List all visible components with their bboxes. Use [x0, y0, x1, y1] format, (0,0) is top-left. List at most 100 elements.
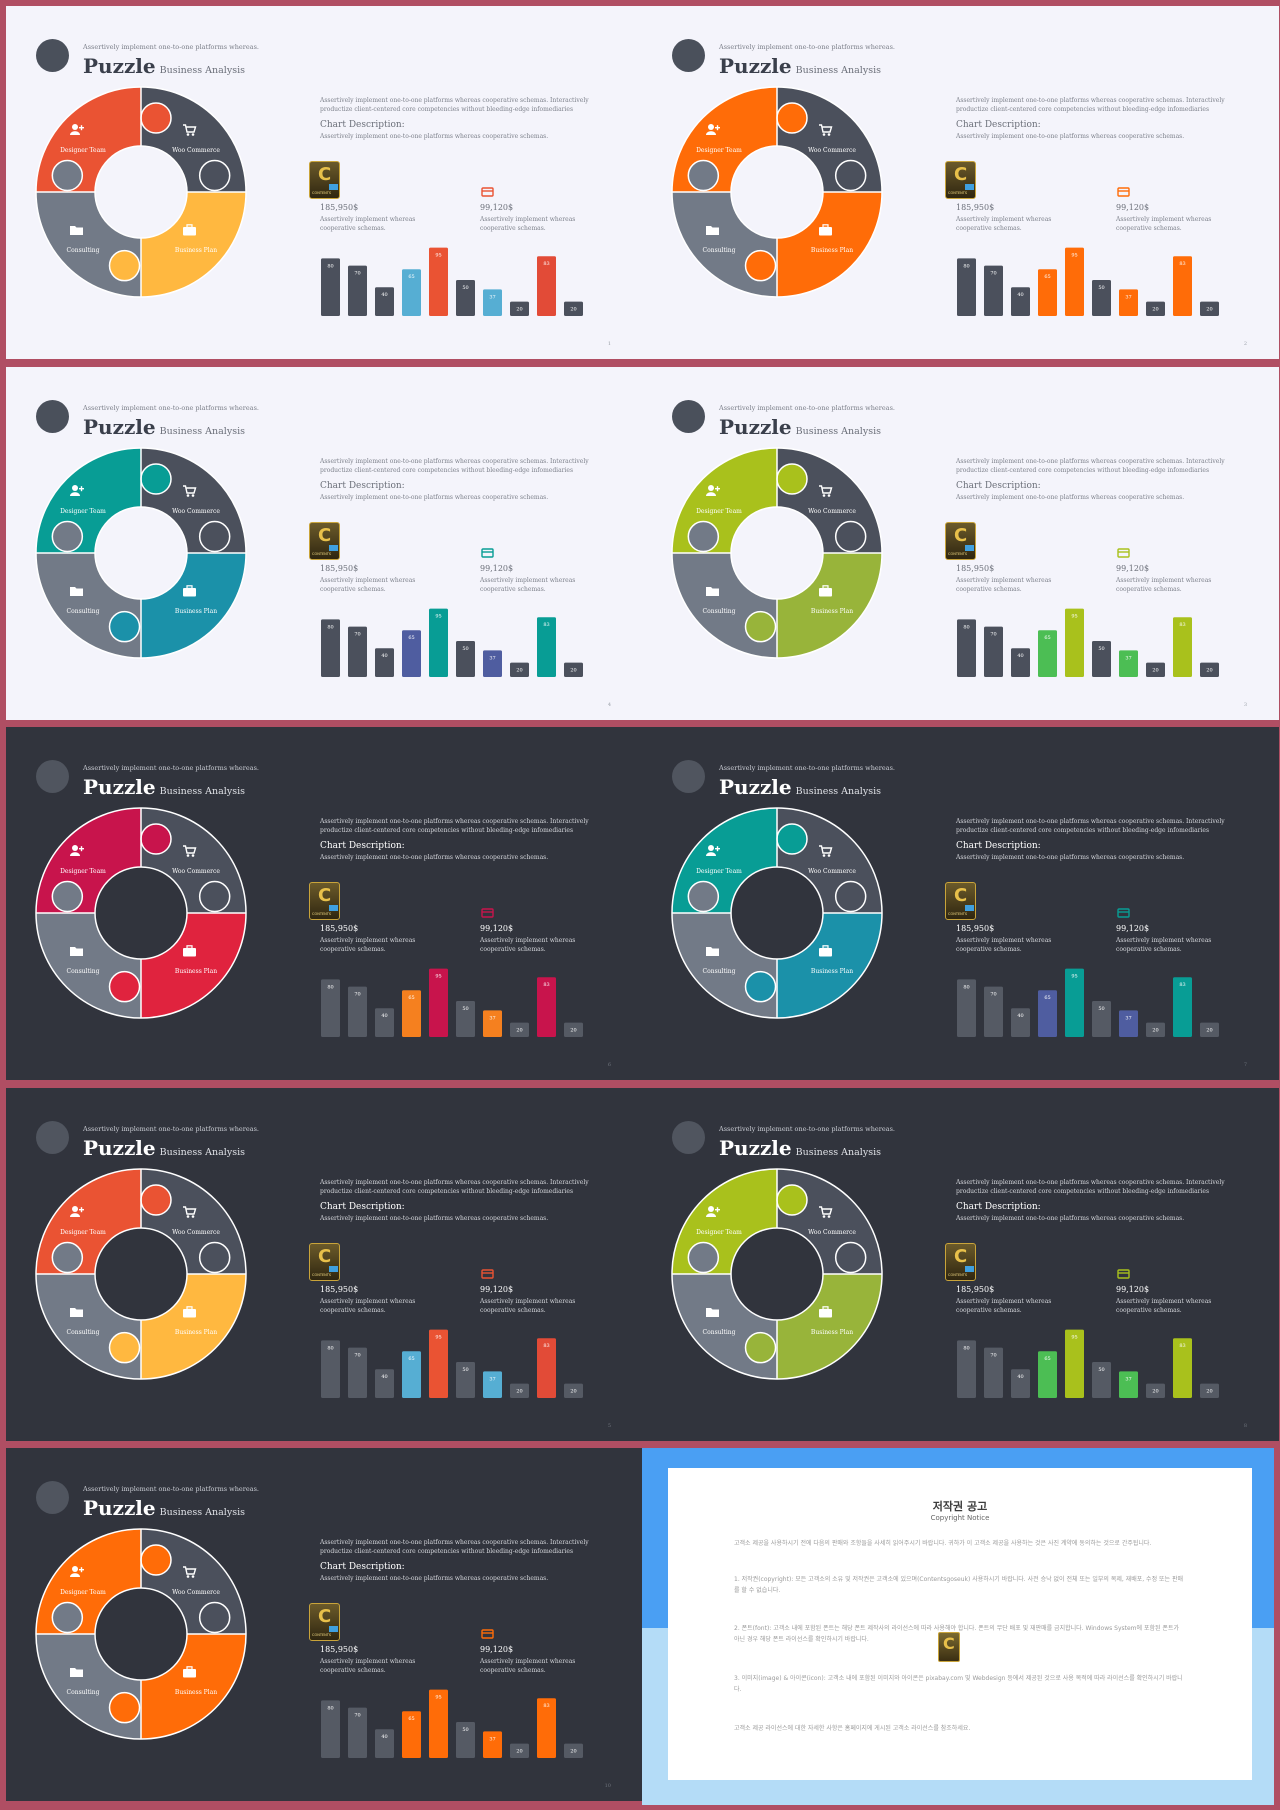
puzzle-donut: Designer Team Woo Commerce Consulting Busin… — [671, 1168, 883, 1380]
cart-icon — [183, 485, 197, 497]
card-icon — [1117, 1269, 1130, 1279]
chart-bar — [537, 256, 556, 316]
donut-outer-ring — [671, 447, 883, 659]
puzzle-tab-left — [687, 159, 720, 192]
chart-description: Assertively implement one-to-one platfor… — [956, 1215, 1185, 1222]
user-plus-icon — [706, 845, 720, 856]
segment-label: Designer Team — [696, 147, 742, 154]
briefcase-icon — [183, 945, 196, 957]
segment-label: Consulting — [703, 247, 736, 254]
slide-description: Assertively implement one-to-one platfor… — [320, 97, 589, 113]
contents-logo: C CONTENTS — [945, 882, 976, 920]
puzzle-slide: Assertively implement one-to-one platfor… — [6, 6, 643, 359]
chart-bar — [348, 986, 367, 1037]
cart-icon — [183, 1566, 197, 1578]
business-plan-segment — [141, 553, 246, 658]
puzzle-tab-right — [198, 520, 231, 553]
bar-value-label: 80 — [327, 1705, 333, 1711]
slide-subtitle: Assertively implement one-to-one platfor… — [83, 764, 259, 772]
bar-value-label: 70 — [354, 271, 360, 277]
stat-description-1: Assertively implement whereas cooperativ… — [320, 577, 416, 593]
bar-value-label: 50 — [1098, 285, 1104, 291]
chart-bar — [1119, 289, 1138, 316]
bar-value-label: 80 — [327, 624, 333, 630]
bar-value-label: 50 — [1098, 646, 1104, 652]
stat-description-2: Assertively implement whereas cooperativ… — [480, 216, 576, 232]
notice-paragraph-font: 2. 폰트(font): 고객소 내에 포함된 폰트는 해당 폰트 제작사의 라… — [734, 1625, 1179, 1643]
chart-bar — [483, 1010, 502, 1037]
title-dot — [672, 39, 705, 72]
chart-bar — [483, 289, 502, 316]
cart-icon — [819, 124, 833, 136]
bar-value-label: 50 — [462, 1727, 468, 1733]
bar-value-label: 37 — [1125, 1015, 1131, 1021]
stat-value-2: 99,120$ — [480, 203, 514, 212]
bar-value-label: 83 — [543, 1343, 549, 1349]
title-dot — [36, 1121, 69, 1154]
title-secondary: Business Analysis — [795, 786, 881, 797]
notice-outro: 고객소 제공 라이선스에 대한 자세한 사항은 홈페이지에 게시된 고객소 라이… — [734, 1725, 971, 1732]
chart-bar — [483, 1731, 502, 1758]
folder-icon — [706, 1308, 719, 1317]
bar-value-label: 20 — [1152, 1389, 1158, 1395]
donut-outer-ring — [671, 86, 883, 298]
segment-label: Business Plan — [811, 1329, 853, 1336]
puzzle-tab-right — [198, 1601, 231, 1634]
bar-value-label: 83 — [1179, 1343, 1185, 1349]
stat-value-2: 99,120$ — [480, 924, 514, 933]
briefcase-icon — [183, 585, 196, 597]
card-icon — [1117, 187, 1130, 197]
title-secondary: Business Analysis — [159, 1147, 245, 1158]
logo-badge — [965, 184, 974, 190]
bar-value-label: 50 — [462, 1367, 468, 1373]
donut-hole — [730, 866, 824, 960]
donut-hole — [94, 1587, 188, 1681]
title-secondary: Business Analysis — [159, 65, 245, 76]
stat-value-1: 185,950$ — [956, 564, 995, 573]
bar-value-label: 70 — [354, 632, 360, 638]
chart-bar — [1038, 990, 1057, 1037]
logo-badge — [965, 1266, 974, 1272]
segment-label: Business Plan — [175, 1689, 217, 1696]
briefcase-icon — [819, 945, 832, 957]
contents-logo: C CONTENTS — [309, 1243, 340, 1281]
chart-bar — [429, 1689, 448, 1758]
chart-bar — [375, 1369, 394, 1398]
bar-value-label: 40 — [1017, 1374, 1023, 1380]
contents-logo: C — [938, 1632, 960, 1662]
stat-description-1: Assertively implement whereas cooperativ… — [320, 216, 416, 232]
title-dot — [36, 760, 69, 793]
bar-value-label: 95 — [1071, 253, 1077, 259]
donut-outer-ring — [671, 1168, 883, 1380]
title-dot — [672, 1121, 705, 1154]
donut-hole — [730, 1227, 824, 1321]
chart-bar — [957, 258, 976, 316]
chart-bar — [537, 1698, 556, 1758]
bar-chart: 80 70 40 65 95 50 37 20 83 20 — [321, 1329, 583, 1398]
bar-value-label: 70 — [990, 632, 996, 638]
chart-bar — [456, 280, 475, 316]
bar-value-label: 20 — [570, 668, 576, 674]
chart-bar — [1173, 1338, 1192, 1398]
slide-title: Puzzle Business Analysis — [719, 1136, 881, 1160]
stat-description-2: Assertively implement whereas cooperativ… — [1116, 577, 1212, 593]
puzzle-slide: Assertively implement one-to-one platfor… — [642, 1088, 1279, 1441]
bar-value-label: 65 — [408, 995, 414, 1001]
logo-letter: C — [318, 885, 332, 906]
bar-value-label: 20 — [516, 1389, 522, 1395]
puzzle-tab-left — [51, 520, 84, 553]
copyright-notice-slide: 저작권 공고 Copyright Notice 고객소 제공을 사용하시기 전에… — [642, 1448, 1274, 1805]
bar-value-label: 80 — [327, 984, 333, 990]
segment-label: Designer Team — [60, 147, 106, 154]
slide-subtitle: Assertively implement one-to-one platfor… — [719, 1125, 895, 1133]
cart-icon — [819, 485, 833, 497]
puzzle-tab-left — [51, 880, 84, 913]
segment-label: Consulting — [703, 608, 736, 615]
business-plan-segment — [777, 913, 882, 1018]
title-secondary: Business Analysis — [795, 426, 881, 437]
bar-value-label: 83 — [543, 1703, 549, 1709]
chart-bar — [348, 626, 367, 677]
chart-bar — [429, 247, 448, 316]
chart-bar — [1146, 662, 1165, 677]
chart-bar — [375, 1729, 394, 1758]
